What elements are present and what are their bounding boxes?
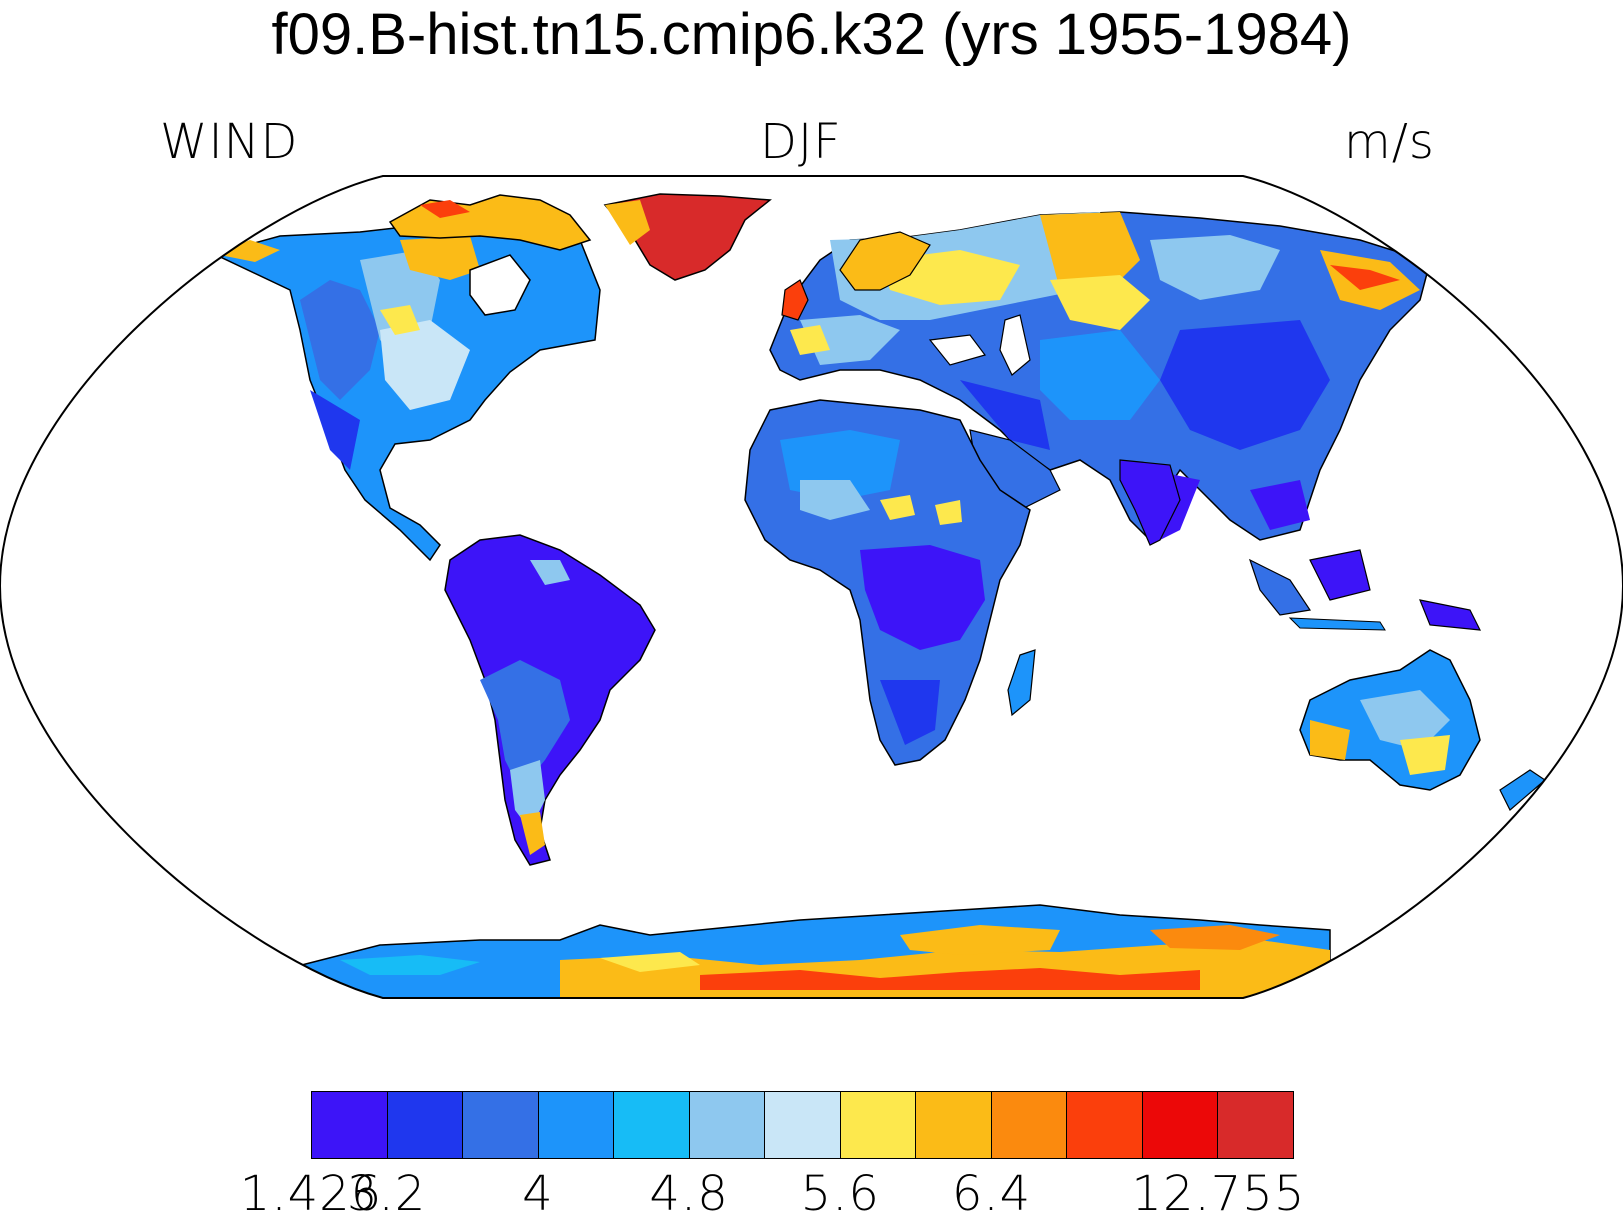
plot-title: f09.B-hist.tn15.cmip6.k32 (yrs 1955-1984… [271,2,1352,67]
colorbar-swatch [614,1092,690,1158]
colorbar-swatch [689,1092,766,1158]
colorbar [311,1091,1294,1159]
colorbar-swatch [916,1092,992,1158]
north-america-region [211,194,601,562]
colorbar-tick-label: 4.8 [649,1166,729,1222]
south-america-region [444,534,656,866]
africa-region [744,399,1036,766]
maritime-asia-region [1248,549,1482,631]
colorbar-swatch [538,1092,615,1158]
season-label: DJF [760,114,842,170]
colorbar-swatch [387,1092,464,1158]
eurasia-region [769,211,1431,546]
colorbar-tick-label: 6.4 [951,1166,1032,1222]
colorbar-swatch [840,1092,917,1158]
colorbar-swatch [991,1092,1068,1158]
colorbar-tick-label: 12.755 [1131,1166,1306,1222]
greenland-region [603,193,772,281]
colorbar-tick-label: 3.2 [346,1166,427,1222]
variable-label: WIND [160,114,299,170]
antarctica-region [289,904,1331,998]
map-outline [0,175,1623,999]
colorbar-swatch [1142,1092,1219,1158]
colorbar-swatch [1218,1092,1293,1158]
colorbar-tick-label: 1.426 [239,1166,383,1222]
colorbar-swatch [1067,1092,1143,1158]
colorbar-swatch [463,1092,539,1158]
colorbar-tick-label: 5.6 [800,1166,880,1222]
australia-region [1299,649,1546,811]
units-label: m/s [1344,114,1435,170]
colorbar-swatch [765,1092,841,1158]
colorbar-swatch [312,1092,388,1158]
colorbar-tick-label: 4 [522,1166,554,1222]
